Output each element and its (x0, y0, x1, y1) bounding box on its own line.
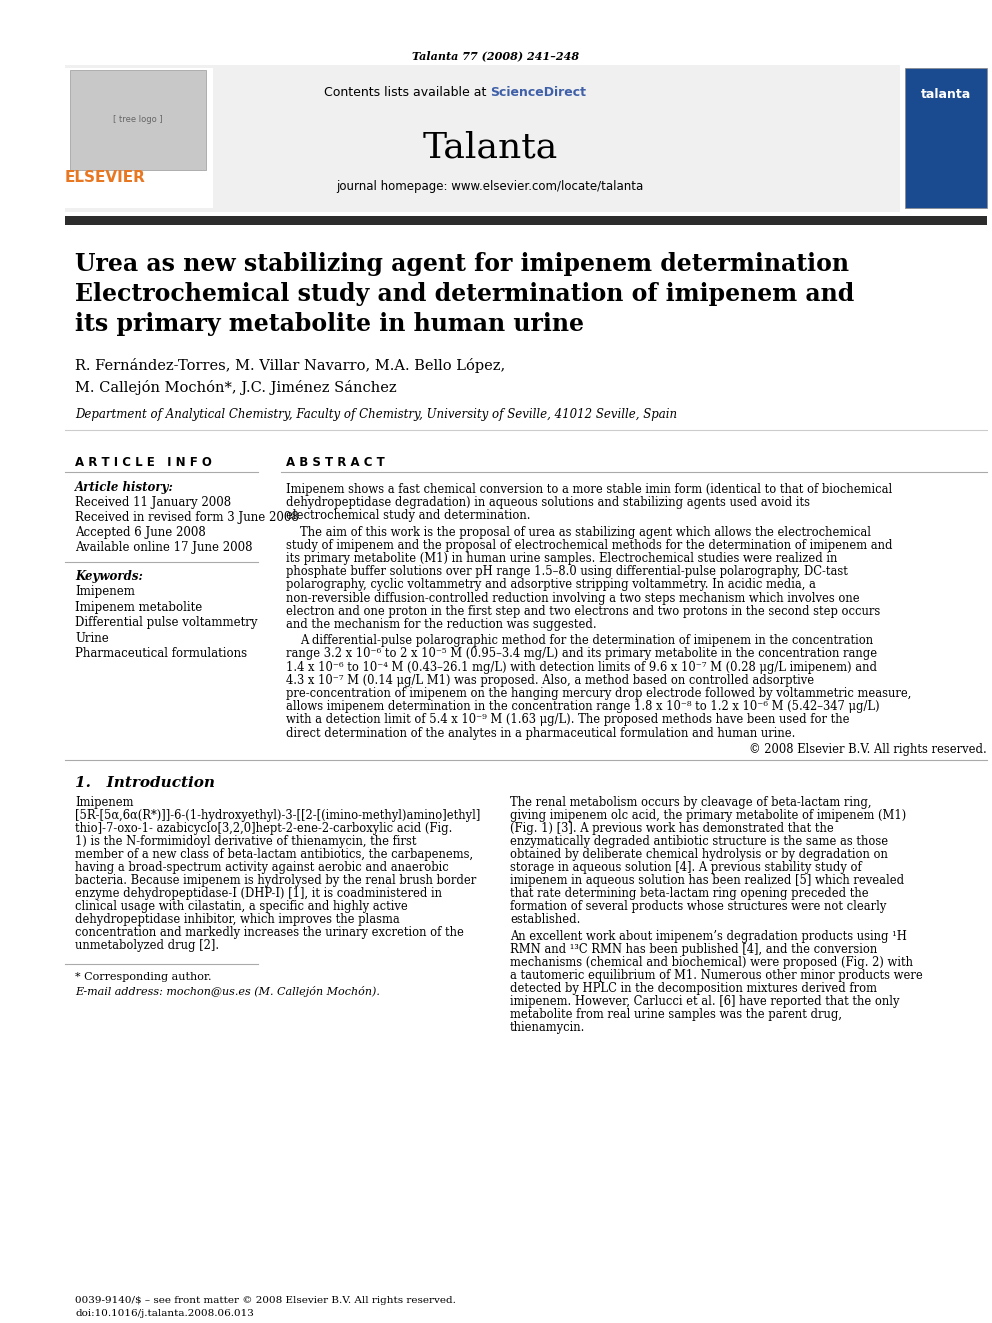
Text: formation of several products whose structures were not clearly: formation of several products whose stru… (510, 900, 887, 913)
Text: © 2008 Elsevier B.V. All rights reserved.: © 2008 Elsevier B.V. All rights reserved… (749, 742, 987, 755)
Text: ScienceDirect: ScienceDirect (490, 86, 586, 99)
Text: 1.4 x 10⁻⁶ to 10⁻⁴ M (0.43–26.1 mg/L) with detection limits of 9.6 x 10⁻⁷ M (0.2: 1.4 x 10⁻⁶ to 10⁻⁴ M (0.43–26.1 mg/L) wi… (286, 660, 877, 673)
Text: giving imipenem olc acid, the primary metabolite of imipenem (M1): giving imipenem olc acid, the primary me… (510, 808, 907, 822)
Text: its primary metabolite (M1) in human urine samples. Electrochemical studies were: its primary metabolite (M1) in human uri… (286, 552, 837, 565)
Text: Differential pulse voltammetry: Differential pulse voltammetry (75, 617, 258, 628)
Text: * Corresponding author.: * Corresponding author. (75, 972, 211, 982)
Text: pre-concentration of imipenem on the hanging mercury drop electrode followed by : pre-concentration of imipenem on the han… (286, 687, 912, 700)
Text: mechanisms (chemical and biochemical) were proposed (Fig. 2) with: mechanisms (chemical and biochemical) we… (510, 955, 913, 968)
Text: Received 11 January 2008: Received 11 January 2008 (75, 496, 231, 509)
Text: imipenem. However, Carlucci et al. [6] have reported that the only: imipenem. However, Carlucci et al. [6] h… (510, 995, 900, 1008)
Text: storage in aqueous solution [4]. A previous stability study of: storage in aqueous solution [4]. A previ… (510, 861, 862, 873)
Text: and the mechanism for the reduction was suggested.: and the mechanism for the reduction was … (286, 618, 596, 631)
Bar (65, 65, 900, 212)
Text: metabolite from real urine samples was the parent drug,: metabolite from real urine samples was t… (510, 1008, 842, 1021)
Text: phosphate buffer solutions over pH range 1.5–8.0 using differential-pulse polaro: phosphate buffer solutions over pH range… (286, 565, 848, 578)
Bar (70, 70, 206, 169)
Text: Imipenem: Imipenem (75, 585, 135, 598)
Text: Imipenem metabolite: Imipenem metabolite (75, 601, 202, 614)
Text: with a detection limit of 5.4 x 10⁻⁹ M (1.63 μg/L). The proposed methods have be: with a detection limit of 5.4 x 10⁻⁹ M (… (286, 713, 849, 726)
Text: ELSEVIER: ELSEVIER (64, 171, 146, 185)
Text: [ tree logo ]: [ tree logo ] (113, 115, 163, 124)
Bar (65, 216, 987, 225)
Text: study of imipenem and the proposal of electrochemical methods for the determinat: study of imipenem and the proposal of el… (286, 538, 893, 552)
Text: thio]-7-oxo-1- azabicyclo[3,2,0]hept-2-ene-2-carboxylic acid (Fig.: thio]-7-oxo-1- azabicyclo[3,2,0]hept-2-e… (75, 822, 452, 835)
Text: unmetabolyzed drug [2].: unmetabolyzed drug [2]. (75, 939, 219, 951)
Text: established.: established. (510, 913, 580, 926)
Text: 1) is the N-formimidoyl derivative of thienamycin, the first: 1) is the N-formimidoyl derivative of th… (75, 835, 417, 848)
Text: enzyme dehydropeptidase-I (DHP-I) [1], it is coadministered in: enzyme dehydropeptidase-I (DHP-I) [1], i… (75, 886, 442, 900)
Text: a tautomeric equilibrium of M1. Numerous other minor products were: a tautomeric equilibrium of M1. Numerous… (510, 968, 923, 982)
Text: Available online 17 June 2008: Available online 17 June 2008 (75, 541, 253, 554)
Text: An excellent work about imipenem’s degradation products using ¹H: An excellent work about imipenem’s degra… (510, 930, 907, 943)
Text: (Fig. 1) [3]. A previous work has demonstrated that the: (Fig. 1) [3]. A previous work has demons… (510, 822, 833, 835)
Text: Electrochemical study and determination of imipenem and: Electrochemical study and determination … (75, 282, 854, 306)
Text: direct determination of the analytes in a pharmaceutical formulation and human u: direct determination of the analytes in … (286, 726, 796, 740)
Text: Urine: Urine (75, 631, 109, 644)
Text: A differential-pulse polarographic method for the determination of imipenem in t: A differential-pulse polarographic metho… (300, 634, 873, 647)
Text: [5R-[5α,6α(R*)]]-6-(1-hydroxyethyl)-3-[[2-[(imino-methyl)amino]ethyl]: [5R-[5α,6α(R*)]]-6-(1-hydroxyethyl)-3-[[… (75, 808, 480, 822)
Text: imipenem in aqueous solution has been realized [5] which revealed: imipenem in aqueous solution has been re… (510, 873, 904, 886)
Text: having a broad-spectrum activity against aerobic and anaerobic: having a broad-spectrum activity against… (75, 861, 448, 873)
Text: Article history:: Article history: (75, 482, 174, 493)
Text: Received in revised form 3 June 2008: Received in revised form 3 June 2008 (75, 511, 299, 524)
Text: The aim of this work is the proposal of urea as stabilizing agent which allows t: The aim of this work is the proposal of … (300, 525, 871, 538)
Text: detected by HPLC in the decomposition mixtures derived from: detected by HPLC in the decomposition mi… (510, 982, 877, 995)
Text: A R T I C L E   I N F O: A R T I C L E I N F O (75, 456, 212, 468)
Text: talanta: talanta (921, 89, 971, 102)
Text: Accepted 6 June 2008: Accepted 6 June 2008 (75, 527, 205, 538)
Text: journal homepage: www.elsevier.com/locate/talanta: journal homepage: www.elsevier.com/locat… (336, 180, 644, 193)
Text: Contents lists available at: Contents lists available at (323, 86, 490, 99)
Text: its primary metabolite in human urine: its primary metabolite in human urine (75, 312, 584, 336)
Text: R. Fernández-Torres, M. Villar Navarro, M.A. Bello López,: R. Fernández-Torres, M. Villar Navarro, … (75, 359, 505, 373)
Text: dehydropeptidase degradation) in aqueous solutions and stabilizing agents used a: dehydropeptidase degradation) in aqueous… (286, 496, 810, 509)
Text: member of a new class of beta-lactam antibiotics, the carbapenems,: member of a new class of beta-lactam ant… (75, 848, 473, 861)
Text: electron and one proton in the first step and two electrons and two protons in t: electron and one proton in the first ste… (286, 605, 880, 618)
Bar (65, 67, 213, 208)
Text: Urea as new stabilizing agent for imipenem determination: Urea as new stabilizing agent for imipen… (75, 251, 849, 277)
Text: Imipenem: Imipenem (75, 796, 134, 808)
Bar (905, 67, 987, 208)
Text: obtained by deliberate chemical hydrolysis or by degradation on: obtained by deliberate chemical hydrolys… (510, 848, 888, 861)
Text: electrochemical study and determination.: electrochemical study and determination. (286, 509, 531, 523)
Text: Pharmaceutical formulations: Pharmaceutical formulations (75, 647, 247, 660)
Text: The renal metabolism occurs by cleavage of beta-lactam ring,: The renal metabolism occurs by cleavage … (510, 796, 872, 808)
Text: non-reversible diffusion-controlled reduction involving a two steps mechanism wh: non-reversible diffusion-controlled redu… (286, 591, 860, 605)
Text: polarography, cyclic voltammetry and adsorptive stripping voltammetry. In acidic: polarography, cyclic voltammetry and ads… (286, 578, 815, 591)
Text: Keywords:: Keywords: (75, 570, 143, 583)
Text: 4.3 x 10⁻⁷ M (0.14 μg/L M1) was proposed. Also, a method based on controlled ads: 4.3 x 10⁻⁷ M (0.14 μg/L M1) was proposed… (286, 673, 814, 687)
Text: bacteria. Because imipenem is hydrolysed by the renal brush border: bacteria. Because imipenem is hydrolysed… (75, 873, 476, 886)
Text: allows imipenem determination in the concentration range 1.8 x 10⁻⁸ to 1.2 x 10⁻: allows imipenem determination in the con… (286, 700, 880, 713)
Text: clinical usage with cilastatin, a specific and highly active: clinical usage with cilastatin, a specif… (75, 900, 408, 913)
Text: 0039-9140/$ – see front matter © 2008 Elsevier B.V. All rights reserved.: 0039-9140/$ – see front matter © 2008 El… (75, 1297, 456, 1304)
Text: E-mail address: mochon@us.es (M. Callejón Mochón).: E-mail address: mochon@us.es (M. Callejó… (75, 986, 380, 996)
Text: M. Callejón Mochón*, J.C. Jiménez Sánchez: M. Callejón Mochón*, J.C. Jiménez Sánche… (75, 380, 397, 396)
Text: 1.   Introduction: 1. Introduction (75, 775, 215, 790)
Text: doi:10.1016/j.talanta.2008.06.013: doi:10.1016/j.talanta.2008.06.013 (75, 1308, 254, 1318)
Text: Talanta: Talanta (423, 130, 558, 164)
Text: range 3.2 x 10⁻⁶ to 2 x 10⁻⁵ M (0.95–3.4 mg/L) and its primary metabolite in the: range 3.2 x 10⁻⁶ to 2 x 10⁻⁵ M (0.95–3.4… (286, 647, 877, 660)
Text: concentration and markedly increases the urinary excretion of the: concentration and markedly increases the… (75, 926, 464, 939)
Text: enzymatically degraded antibiotic structure is the same as those: enzymatically degraded antibiotic struct… (510, 835, 888, 848)
Text: Talanta 77 (2008) 241–248: Talanta 77 (2008) 241–248 (413, 50, 579, 61)
Text: thienamycin.: thienamycin. (510, 1021, 585, 1033)
Text: A B S T R A C T: A B S T R A C T (286, 456, 385, 468)
Text: RMN and ¹³C RMN has been published [4], and the conversion: RMN and ¹³C RMN has been published [4], … (510, 943, 877, 955)
Text: dehydropeptidase inhibitor, which improves the plasma: dehydropeptidase inhibitor, which improv… (75, 913, 400, 926)
Text: Imipenem shows a fast chemical conversion to a more stable imin form (identical : Imipenem shows a fast chemical conversio… (286, 483, 892, 496)
Text: Department of Analytical Chemistry, Faculty of Chemistry, University of Seville,: Department of Analytical Chemistry, Facu… (75, 407, 678, 421)
Text: that rate determining beta-lactam ring opening preceded the: that rate determining beta-lactam ring o… (510, 886, 869, 900)
